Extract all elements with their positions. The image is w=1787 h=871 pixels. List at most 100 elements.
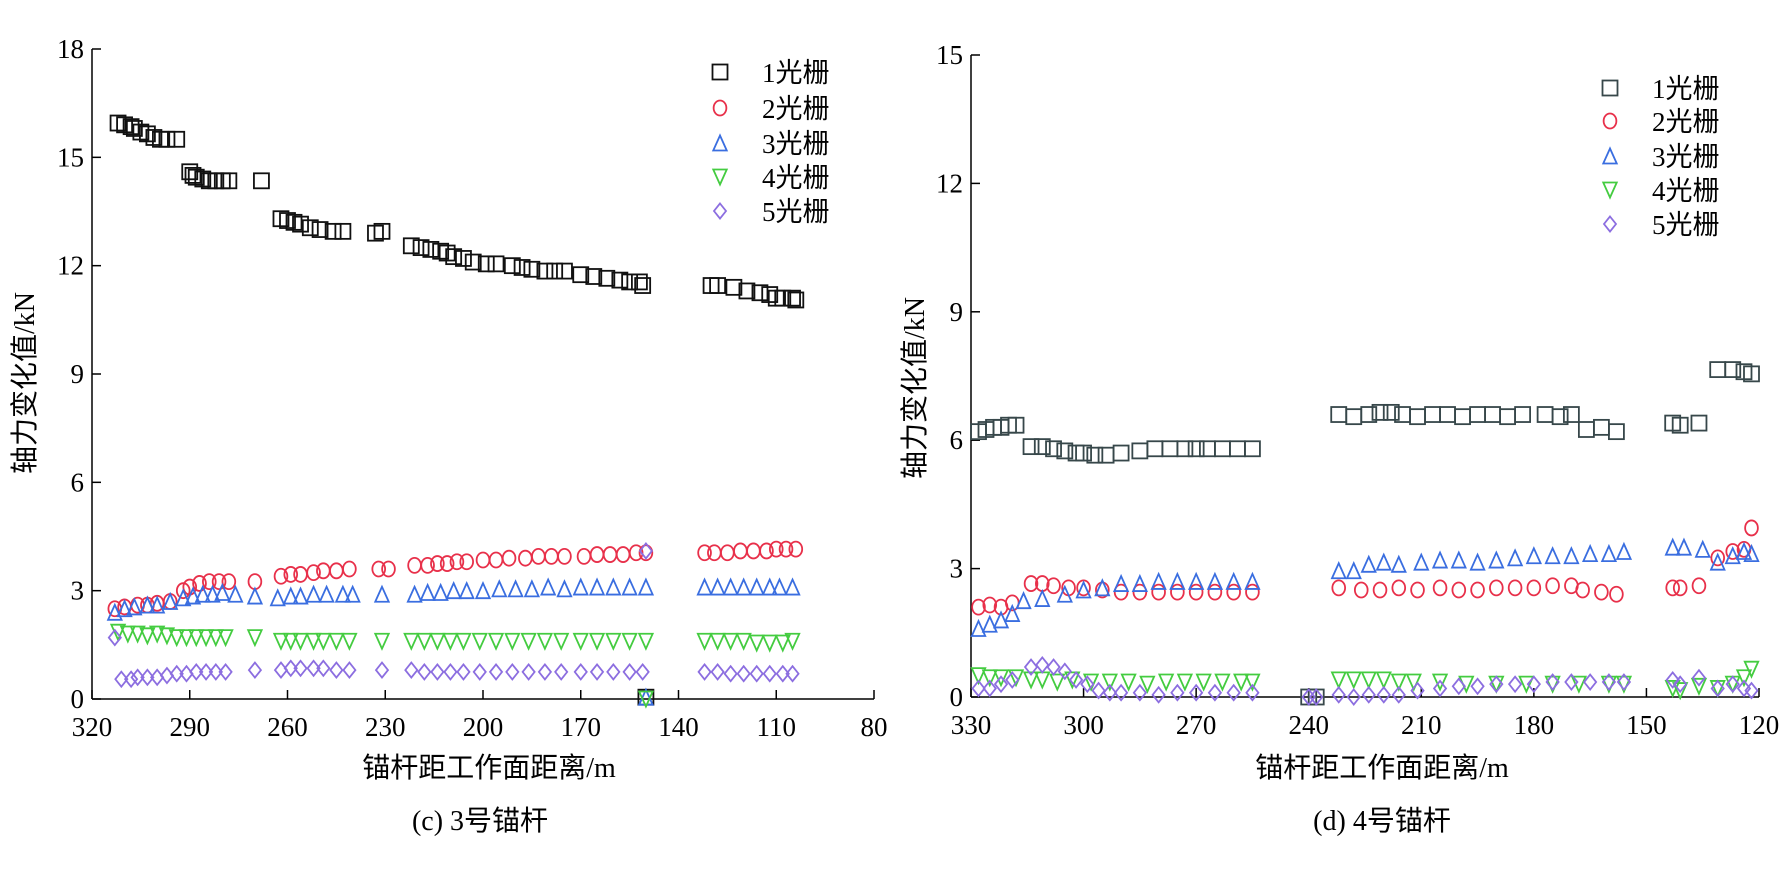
legend-label: 4光栅 — [762, 163, 830, 193]
data-point-square — [787, 291, 805, 309]
data-point-square — [1146, 440, 1164, 458]
series-1 — [970, 361, 1760, 706]
data-point-square — [1229, 440, 1246, 458]
data-point-square — [373, 222, 391, 240]
series-3 — [970, 537, 1760, 637]
data-point-diamond — [472, 662, 487, 681]
data-point-circle — [1046, 577, 1061, 595]
data-point-triangle-down — [292, 632, 309, 651]
data-point-circle — [475, 551, 491, 569]
data-point-square — [311, 221, 329, 238]
data-point-triangle-up — [1582, 543, 1599, 563]
data-point-square — [487, 255, 505, 273]
data-point-triangle-up — [1664, 537, 1681, 556]
data-point-triangle-down — [272, 632, 290, 651]
data-point-triangle-up — [1431, 550, 1449, 569]
legend-label: 5光栅 — [1652, 210, 1720, 240]
y-tick-label: 15 — [936, 40, 963, 70]
data-point-square — [709, 277, 726, 294]
data-point-circle — [1023, 575, 1039, 592]
data-point-triangle-down — [246, 629, 264, 648]
data-point-circle — [1710, 549, 1725, 567]
data-point-square — [367, 224, 384, 242]
data-point-square — [1514, 406, 1531, 423]
data-point-square — [432, 242, 450, 260]
data-point-square — [572, 266, 590, 284]
data-point-triangle-up — [540, 577, 557, 596]
data-point-square — [279, 212, 296, 229]
data-point-square — [1244, 440, 1261, 458]
data-point-triangle-down — [416, 632, 433, 651]
data-point-circle — [162, 593, 178, 610]
data-point-triangle-down — [471, 632, 488, 651]
data-point-square — [611, 271, 629, 289]
data-point-triangle-down — [774, 634, 791, 653]
data-point-square — [1499, 408, 1516, 426]
data-point-square — [702, 277, 720, 294]
series-4 — [109, 623, 801, 709]
data-point-triangle-down — [1007, 669, 1025, 688]
legend-label: 3光栅 — [1652, 142, 1720, 172]
legend-marker — [1602, 215, 1618, 233]
data-point-circle — [602, 546, 618, 563]
data-point-triangle-up — [419, 582, 436, 601]
data-point-diamond — [1691, 668, 1707, 687]
data-point-triangle-down — [129, 625, 146, 644]
data-point-triangle-up — [992, 610, 1010, 629]
data-point-triangle-up — [373, 584, 391, 603]
data-point-circle — [1410, 581, 1425, 599]
chart-panel-c: 轴力变化值/kN 锚杆距工作面距离/m (c) 3号锚杆 0 3 6 9 12 15 18 3… — [9, 34, 888, 837]
data-point-triangle-up — [1150, 571, 1167, 590]
data-point-circle — [1725, 543, 1741, 560]
legend-marker — [1601, 79, 1619, 97]
data-point-triangle-up — [507, 579, 524, 598]
data-point-square — [1562, 406, 1580, 423]
data-point-triangle-up — [1169, 571, 1186, 590]
data-point-triangle-down — [1176, 673, 1194, 692]
data-point-diamond — [589, 662, 605, 681]
data-point-triangle-up — [139, 595, 156, 614]
data-point-triangle-down — [403, 632, 420, 651]
data-point-triangle-up — [771, 577, 788, 596]
data-point-square — [145, 129, 163, 146]
data-point-triangle-down — [119, 625, 136, 644]
data-point-triangle-down — [341, 632, 358, 651]
data-point-diamond — [1057, 662, 1072, 681]
data-point-square — [464, 253, 482, 271]
legend-label: 1光栅 — [762, 58, 830, 88]
data-point-diamond — [573, 662, 588, 681]
data-point-square — [1424, 406, 1441, 423]
data-point-square — [138, 125, 156, 143]
data-point-diamond — [1361, 685, 1376, 704]
data-point-diamond — [982, 679, 997, 698]
data-point-triangle-down — [1743, 660, 1760, 679]
data-point-triangle-up — [458, 580, 475, 600]
data-point-triangle-up — [1615, 541, 1633, 560]
data-point-triangle-down — [1360, 671, 1377, 690]
data-point-square — [546, 262, 564, 280]
data-point-triangle-up — [1488, 550, 1505, 569]
data-point-diamond — [130, 668, 145, 687]
y-tick-label: 3 — [950, 554, 964, 584]
data-point-circle — [1575, 581, 1590, 599]
data-point-square — [1577, 421, 1595, 438]
y-axis-label: 轴力变化值/kN — [899, 297, 931, 479]
data-point-diamond — [1432, 679, 1448, 698]
data-point-circle — [1672, 579, 1688, 597]
data-point-diamond — [140, 668, 155, 687]
data-point-triangle-down — [1330, 671, 1347, 690]
data-point-triangle-down — [735, 632, 752, 651]
data-point-circle — [1691, 577, 1707, 595]
data-point-triangle-up — [246, 586, 264, 605]
data-point-square — [1131, 442, 1149, 460]
data-point-diamond — [488, 662, 504, 681]
data-point-triangle-up — [637, 577, 655, 596]
data-point-diamond — [283, 659, 298, 678]
data-point-circle — [733, 542, 748, 560]
data-point-circle — [306, 564, 321, 582]
data-point-circle — [518, 549, 533, 567]
data-point-circle — [788, 540, 804, 558]
data-point-circle — [439, 555, 455, 572]
data-point-triangle-down — [981, 669, 998, 688]
data-point-diamond — [1080, 675, 1095, 694]
